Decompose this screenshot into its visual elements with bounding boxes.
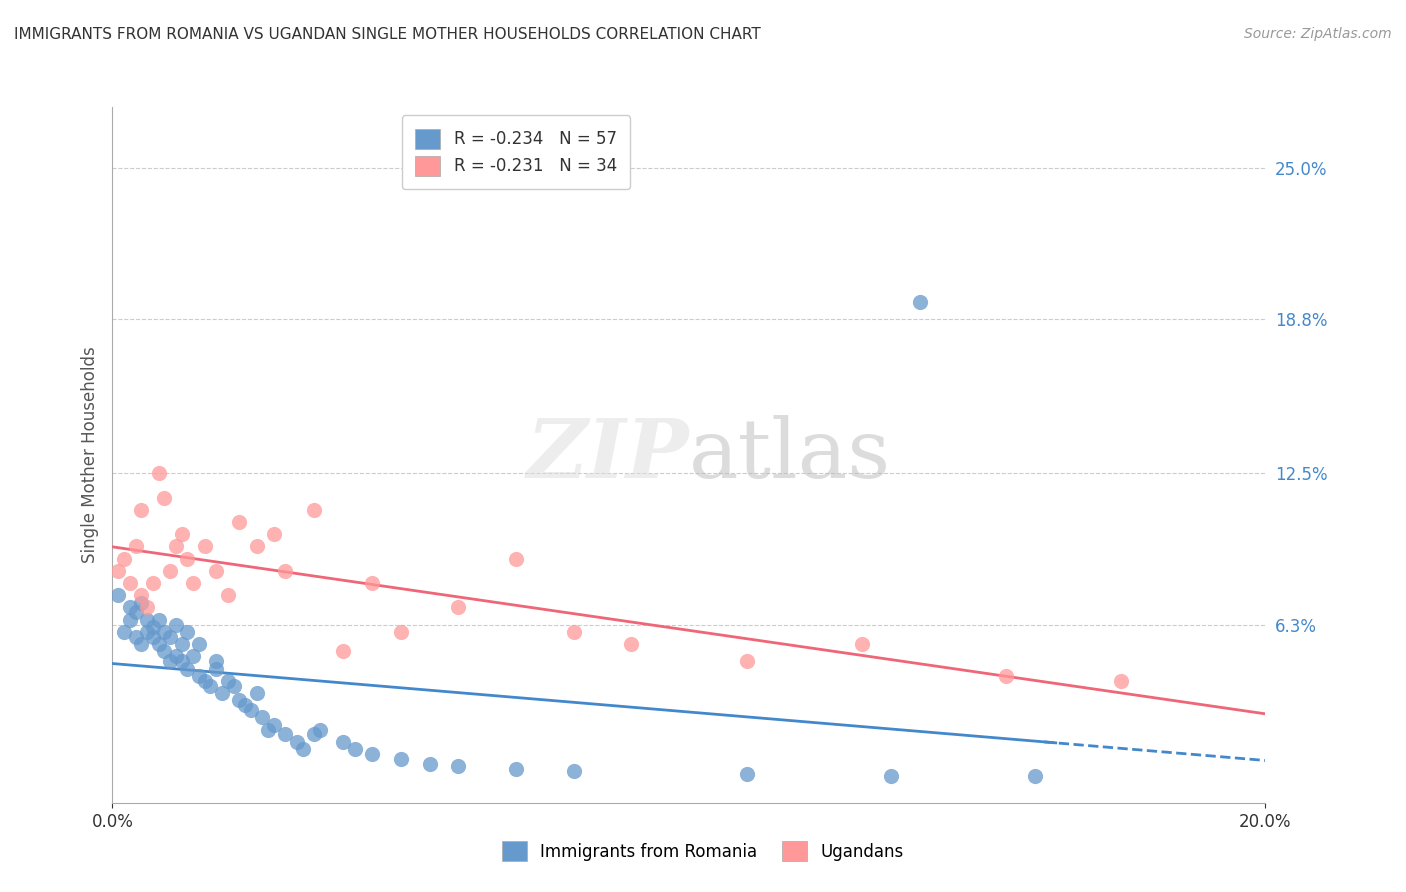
Point [170,654,193,668]
Point [263,527,285,541]
Point [205,654,228,668]
Point [447,600,470,615]
Point [124,630,146,644]
Point [148,467,170,481]
Point [165,649,187,664]
Point [112,624,135,639]
Point [245,686,267,700]
Point [129,503,153,517]
Point [332,735,354,749]
Point [107,564,129,578]
Y-axis label: Single Mother Households: Single Mother Households [80,347,98,563]
Point [136,613,159,627]
Point [245,540,267,554]
Point [252,710,274,724]
Point [136,600,159,615]
Point [142,620,165,634]
Point [124,606,146,620]
Point [188,669,211,683]
Point [735,766,758,780]
Point [274,564,297,578]
Point [118,600,141,615]
Point [228,515,250,529]
Point [505,762,527,776]
Point [159,564,181,578]
Point [118,576,141,591]
Point [153,491,176,505]
Point [136,624,159,639]
Point [285,735,308,749]
Point [181,649,204,664]
Point [995,669,1018,683]
Point [562,624,585,639]
Point [505,551,527,566]
Point [112,551,135,566]
Point [360,576,382,591]
Point [129,596,153,610]
Point [129,637,153,651]
Point [194,540,217,554]
Point [343,742,366,756]
Point [165,540,187,554]
Point [129,588,153,602]
Point [257,723,280,737]
Point [263,717,285,731]
Text: Source: ZipAtlas.com: Source: ZipAtlas.com [1244,27,1392,41]
Point [200,679,222,693]
Legend: Immigrants from Romania, Ugandans: Immigrants from Romania, Ugandans [489,828,917,875]
Point [419,756,441,771]
Point [148,613,170,627]
Point [188,637,211,651]
Point [233,698,256,713]
Point [205,564,228,578]
Point [222,679,245,693]
Point [620,637,643,651]
Point [217,588,239,602]
Point [304,727,326,741]
Point [142,576,165,591]
Point [205,661,228,675]
Point [228,693,250,707]
Text: atlas: atlas [689,415,891,495]
Point [159,654,181,668]
Point [194,673,217,688]
Point [389,752,412,766]
Text: ZIP: ZIP [526,415,689,495]
Point [389,624,412,639]
Point [360,747,382,761]
Point [851,637,873,651]
Point [880,769,903,783]
Legend: R = -0.234   N = 57, R = -0.231   N = 34: R = -0.234 N = 57, R = -0.231 N = 34 [402,115,630,189]
Point [142,630,165,644]
Point [153,644,176,658]
Point [176,661,198,675]
Point [153,624,176,639]
Point [274,727,297,741]
Point [447,759,470,773]
Point [291,742,314,756]
Point [176,624,198,639]
Point [309,723,332,737]
Point [170,527,193,541]
Point [304,503,326,517]
Point [211,686,233,700]
Text: IMMIGRANTS FROM ROMANIA VS UGANDAN SINGLE MOTHER HOUSEHOLDS CORRELATION CHART: IMMIGRANTS FROM ROMANIA VS UGANDAN SINGL… [14,27,761,42]
Point [165,617,187,632]
Point [159,630,181,644]
Point [107,588,129,602]
Point [170,637,193,651]
Point [124,540,146,554]
Point [176,551,198,566]
Point [562,764,585,778]
Point [735,654,758,668]
Point [118,613,141,627]
Point [239,703,262,717]
Point [217,673,239,688]
Point [1024,769,1046,783]
Point [908,295,931,310]
Point [181,576,204,591]
Point [1111,673,1133,688]
Point [148,637,170,651]
Point [332,644,354,658]
